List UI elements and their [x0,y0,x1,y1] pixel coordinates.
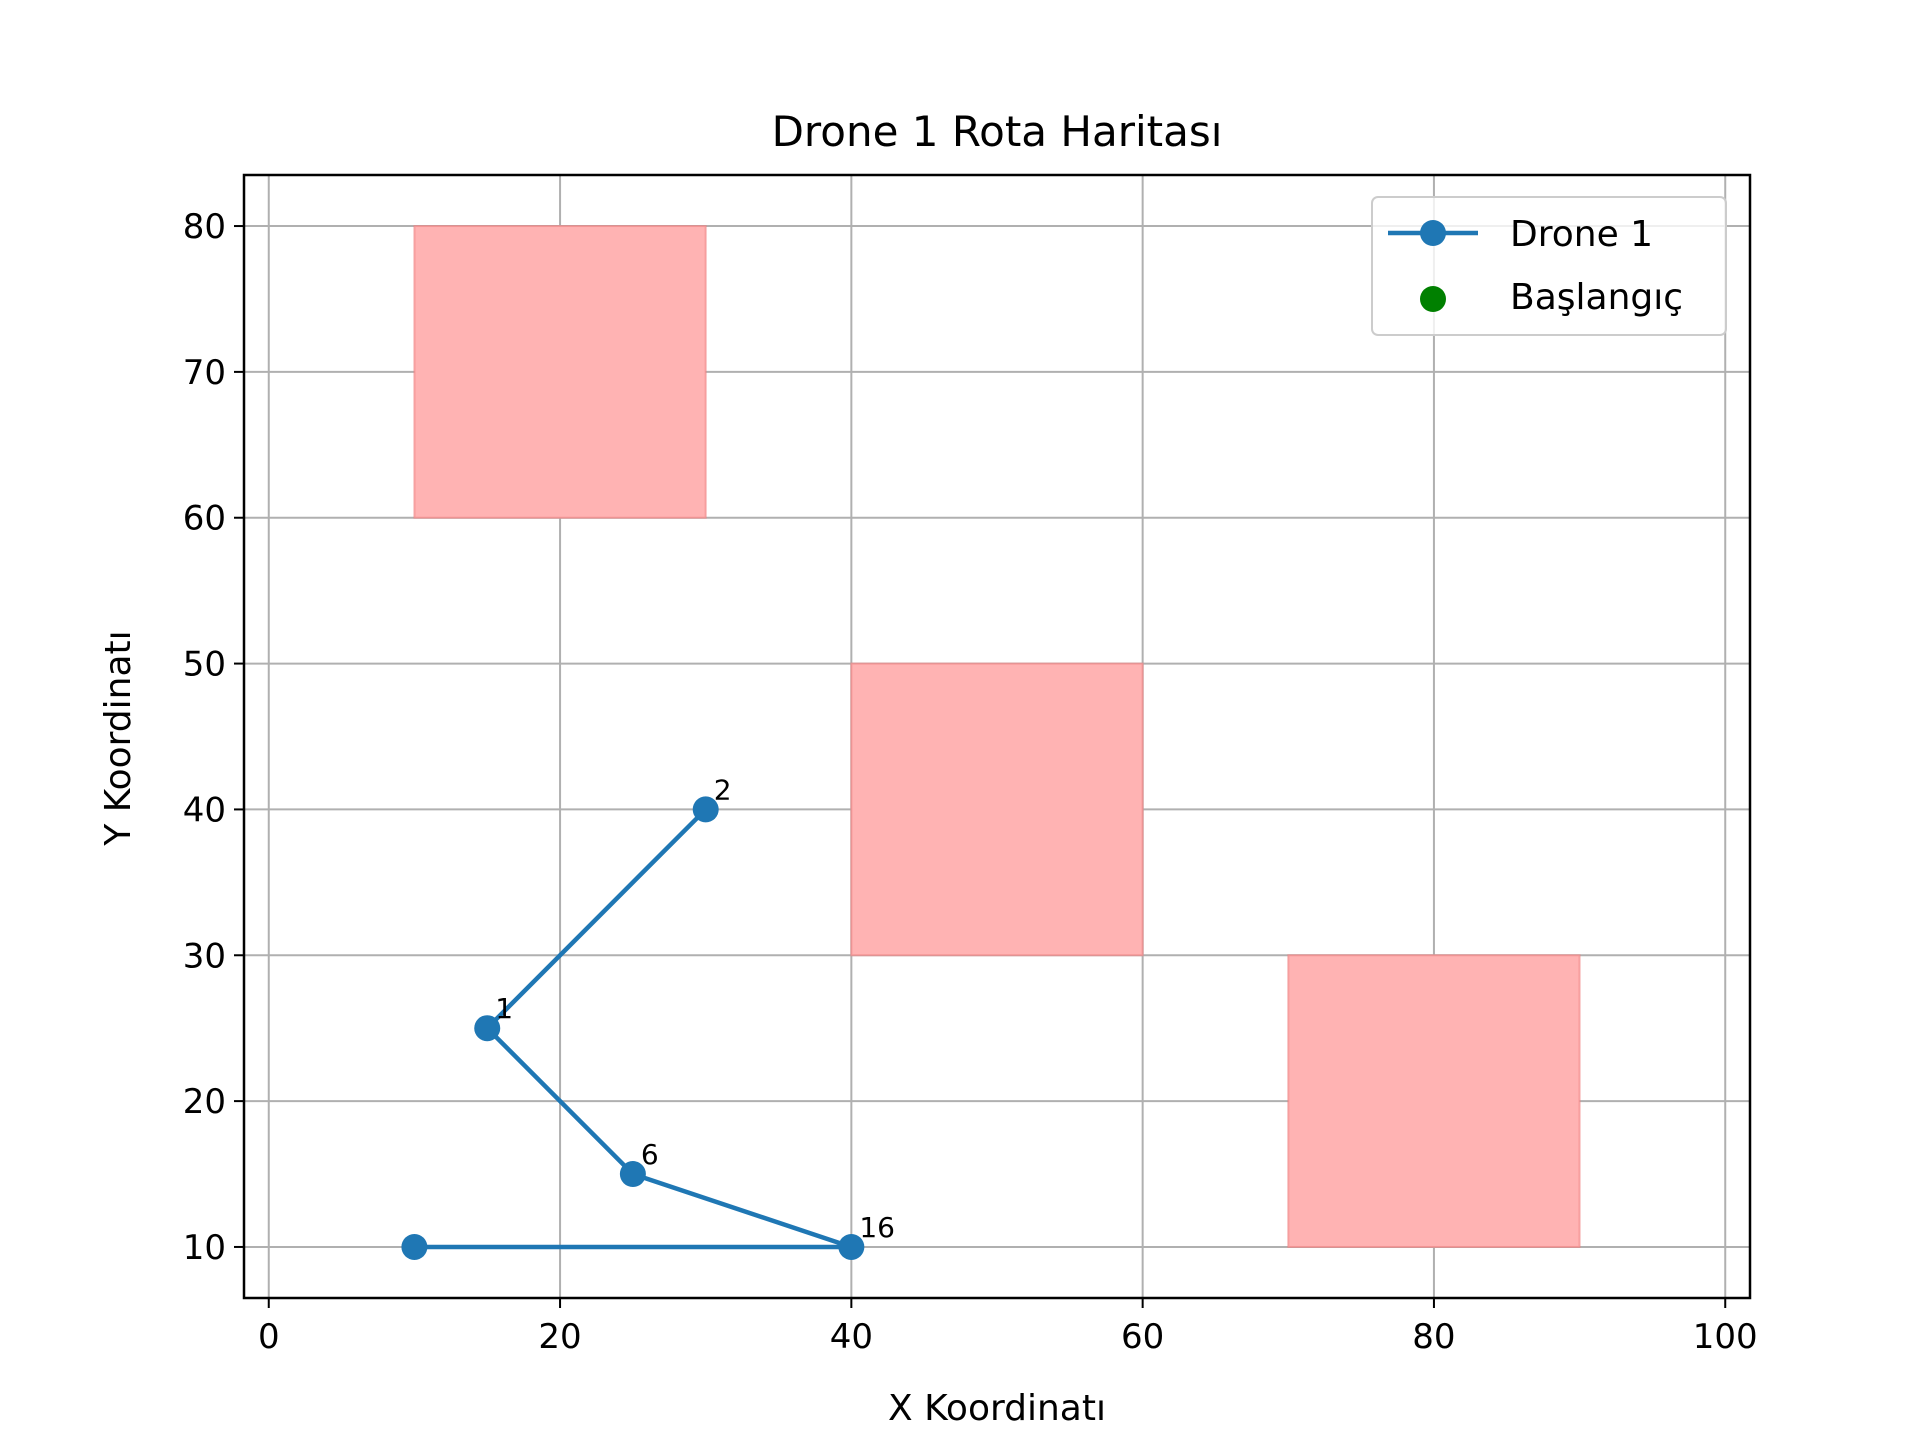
route-point [474,1015,501,1042]
point-label: 6 [641,1138,659,1171]
point-label: 16 [859,1211,895,1244]
x-axis-label: X Koordinatı [888,1388,1106,1429]
axes-frame [242,173,1752,1300]
obstacle-rect [413,225,707,519]
y-tick-label: 50 [183,645,226,685]
obstacle-rect [850,662,1144,957]
x-tick-label: 0 [258,1317,280,1357]
point-label: 2 [714,773,732,806]
route-point [692,796,719,823]
legend-marker-start [1420,286,1446,312]
y-tick-label: 80 [183,207,226,247]
y-tick-label: 30 [183,936,226,976]
route-point [838,1233,865,1260]
x-tick-label: 100 [1693,1317,1758,1357]
legend-label-start: Başlangıç [1510,277,1683,318]
x-tick-label: 60 [1121,1317,1164,1357]
route-point [401,1233,428,1260]
y-tick-label: 40 [183,790,226,830]
legend-label-drone-1: Drone 1 [1510,214,1653,255]
x-tick-label: 20 [538,1317,581,1357]
chart-title: Drone 1 Rota Haritası [772,107,1223,156]
x-tick-label: 80 [1412,1317,1455,1357]
y-tick-label: 10 [183,1228,226,1268]
x-tick-label: 40 [830,1317,873,1357]
legend: Drone 1 Başlangıç [1371,196,1727,336]
y-axis-label: Y Koordinatı [98,630,139,846]
y-tick-label: 60 [183,499,226,539]
point-label: 1 [495,992,513,1025]
y-tick-label: 20 [183,1082,226,1122]
route-point [619,1161,646,1188]
legend-marker-drone-1 [1420,220,1446,246]
obstacle-rect [1287,954,1581,1248]
y-tick-label: 70 [183,353,226,393]
